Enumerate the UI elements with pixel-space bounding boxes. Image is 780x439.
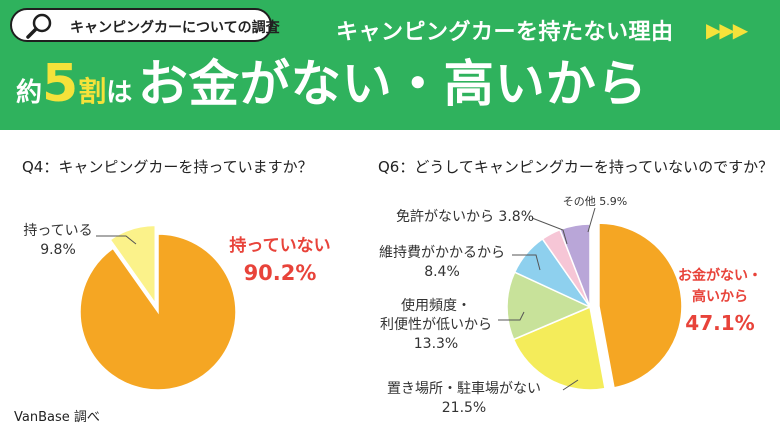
headline-unit: 割 xyxy=(78,75,107,108)
search-icon xyxy=(26,13,52,39)
label-q6-parking: 置き場所・駐車場がない 21.5% xyxy=(365,380,563,418)
label-q6-freq: 使用頻度・ 利便性が低いから 13.3% xyxy=(372,297,500,354)
label-q6-upkeep: 維持費がかかるから 8.4% xyxy=(378,244,506,282)
label-q6-money: お金がない・ 高いから 47.1% xyxy=(668,266,772,338)
q6-pie xyxy=(506,222,683,391)
arrow-icons: ▶▶▶ xyxy=(706,18,748,42)
label-q6-parking-value: 21.5% xyxy=(441,400,487,416)
leader-q6-upkeep xyxy=(512,254,541,271)
label-q6-upkeep-name: 維持費がかかるから xyxy=(379,245,505,261)
label-q6-money-line2: 高いから xyxy=(692,289,748,305)
leader-q6-license xyxy=(531,217,568,245)
leader-q6-freq xyxy=(498,311,525,321)
label-q4-not-own-name: 持っていない xyxy=(229,236,331,256)
leader-q4-own xyxy=(96,235,137,245)
q4-title: Q4：キャンピングカーを持っていますか？ xyxy=(22,158,313,176)
survey-tag: キャンピングカーについての調査 xyxy=(10,8,280,42)
source-credit: VanBase 調べ xyxy=(14,410,100,425)
q6-title: Q6：どうしてキャンピングカーを持っていないのですか？ xyxy=(378,158,774,176)
subtitle: キャンピングカーを持たない理由 xyxy=(336,20,674,45)
headline-main: お金がない・高いから xyxy=(137,55,648,113)
headline-number: 5 xyxy=(42,54,79,114)
q4-slice-own xyxy=(109,224,157,306)
label-q6-money-value: 47.1% xyxy=(685,311,755,335)
label-q6-license: 免許がないから 3.8% xyxy=(395,209,535,225)
headline-particle: は xyxy=(106,78,133,108)
leader-q6-parking xyxy=(562,379,579,391)
q4-slice-not-own xyxy=(79,233,237,391)
label-q4-own-name: 持っている xyxy=(23,223,93,239)
label-q6-upkeep-value: 8.4% xyxy=(424,264,460,280)
survey-tag-label: キャンピングカーについての調査 xyxy=(70,20,280,36)
label-q4-not-own: 持っていない 90.2% xyxy=(225,234,335,288)
label-q4-own-value: 9.8% xyxy=(40,242,76,258)
label-q6-freq-value: 13.3% xyxy=(413,336,459,352)
leader-q6-other xyxy=(587,207,596,233)
leader-lines xyxy=(96,207,596,391)
label-q6-freq-line1: 使用頻度・ xyxy=(401,298,471,314)
q4-pie xyxy=(79,224,237,391)
label-q6-freq-line2: 利便性が低いから xyxy=(380,317,492,333)
q6-slice-frequency xyxy=(506,271,592,341)
q6-slice-money xyxy=(598,222,683,389)
headline: 約5割は お金がない・高いから xyxy=(16,58,648,110)
label-q6-parking-name: 置き場所・駐車場がない xyxy=(387,381,541,397)
q6-slice-parking xyxy=(512,305,606,391)
label-q4-not-own-value: 90.2% xyxy=(243,261,317,285)
headline-prefix: 約 xyxy=(16,78,43,108)
label-q6-other: その他 5.9% xyxy=(562,195,628,208)
header-banner: キャンピングカーについての調査 キャンピングカーを持たない理由 ▶▶▶ 約5割は… xyxy=(0,0,780,130)
label-q6-money-line1: お金がない・ xyxy=(678,268,762,284)
label-q4-own: 持っている 9.8% xyxy=(18,222,98,260)
